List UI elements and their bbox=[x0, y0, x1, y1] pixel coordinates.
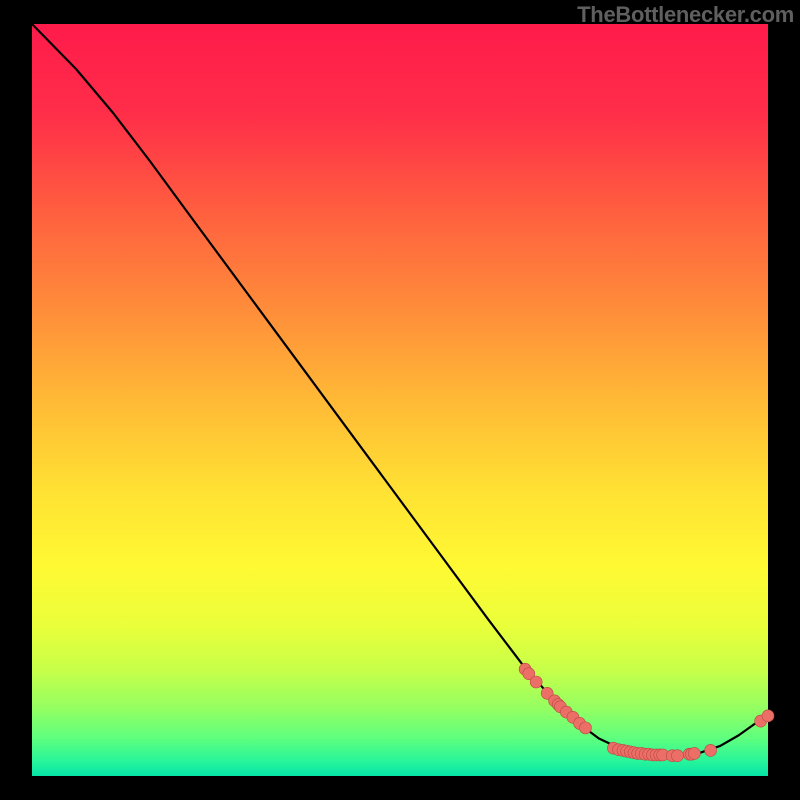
data-point bbox=[671, 750, 683, 762]
plot-background bbox=[32, 24, 768, 776]
data-point bbox=[579, 722, 591, 734]
data-point bbox=[705, 744, 717, 756]
data-point bbox=[530, 676, 542, 688]
data-point bbox=[688, 747, 700, 759]
chart-svg bbox=[0, 0, 800, 800]
watermark-text: TheBottlenecker.com bbox=[577, 2, 794, 28]
chart-canvas: { "watermark": { "text": "TheBottlenecke… bbox=[0, 0, 800, 800]
data-point bbox=[762, 710, 774, 722]
